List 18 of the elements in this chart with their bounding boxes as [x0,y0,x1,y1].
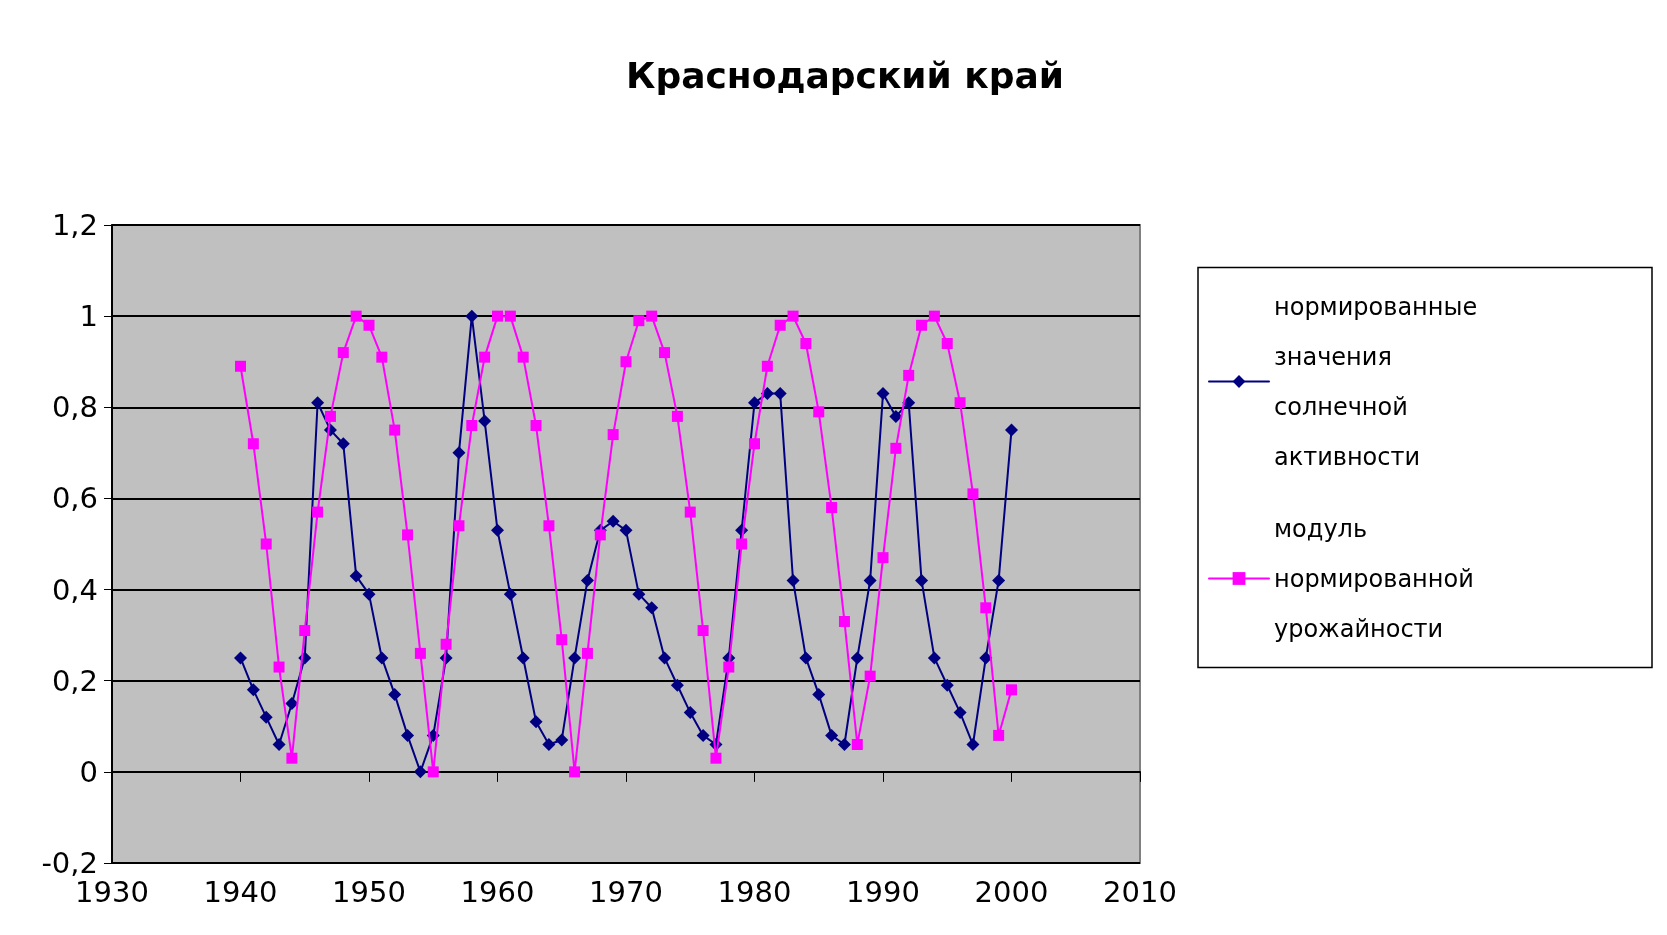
legend-label: нормированные значения солнечной активности [1274,292,1485,471]
x-tick-label: 1940 [203,874,278,909]
y-tick-label: 1,2 [51,208,98,242]
x-tick-label: 1950 [332,874,406,909]
y-tick-label: 0 [79,754,98,789]
x-tick-label: 1980 [717,874,792,909]
y-tick-label: 0,8 [51,390,98,425]
y-tick-label: 1 [79,299,98,334]
y-tick-label: 0,4 [51,572,98,607]
legend-label: модуль нормированной урожайности [1274,514,1482,643]
x-tick-label: 1990 [846,874,920,909]
x-tick-label: 1960 [460,874,535,909]
y-tick-label: 0,2 [51,663,98,698]
x-tick-label: 2010 [1103,874,1177,909]
x-tick-label: 2000 [974,874,1049,909]
x-tick-label: 1970 [589,874,663,909]
chart-title: Краснодарский край [625,54,1065,96]
y-tick-label: 0,6 [51,481,98,516]
